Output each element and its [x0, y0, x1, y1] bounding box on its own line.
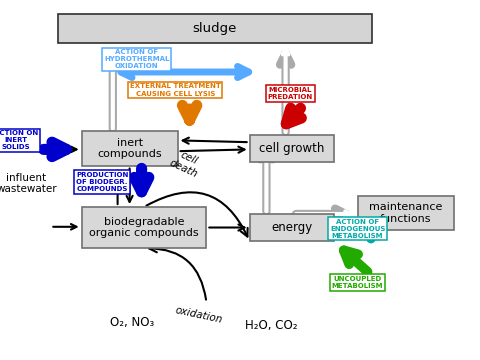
Text: oxidation: oxidation [175, 305, 224, 325]
Text: EXTERNAL TREATMENT
CAUSING CELL LYSIS: EXTERNAL TREATMENT CAUSING CELL LYSIS [130, 84, 221, 96]
Text: cell
death: cell death [168, 148, 204, 180]
FancyBboxPatch shape [358, 196, 454, 230]
Text: ACTION ON
INERT
SOLIDS: ACTION ON INERT SOLIDS [0, 130, 38, 150]
Text: H₂O, CO₂: H₂O, CO₂ [245, 319, 298, 332]
FancyBboxPatch shape [82, 131, 178, 166]
Text: maintenance
functions: maintenance functions [369, 202, 442, 224]
FancyBboxPatch shape [250, 135, 334, 162]
Text: UNCOUPLED
METABOLISM: UNCOUPLED METABOLISM [332, 276, 384, 289]
FancyBboxPatch shape [82, 207, 206, 248]
Text: influent
wastewater: influent wastewater [0, 173, 57, 194]
Text: inert
compounds: inert compounds [97, 138, 162, 159]
Text: PRODUCTION
OF BIODEGR.
COMPOUNDS: PRODUCTION OF BIODEGR. COMPOUNDS [76, 172, 129, 192]
Text: sludge: sludge [192, 22, 237, 35]
FancyBboxPatch shape [58, 14, 372, 43]
FancyBboxPatch shape [250, 214, 334, 241]
Text: MICROBIAL
PREDATION: MICROBIAL PREDATION [268, 87, 313, 100]
Text: energy: energy [271, 221, 312, 234]
Text: O₂, NO₃: O₂, NO₃ [110, 316, 154, 329]
Text: ACTION OF
ENDOGENOUS
METABOLISM: ACTION OF ENDOGENOUS METABOLISM [330, 219, 385, 239]
Text: cell growth: cell growth [259, 142, 324, 155]
Text: ACTION OF
HYDROTHERMAL
OXIDATION: ACTION OF HYDROTHERMAL OXIDATION [104, 49, 169, 69]
Text: biodegradable
organic compounds: biodegradable organic compounds [89, 217, 199, 238]
